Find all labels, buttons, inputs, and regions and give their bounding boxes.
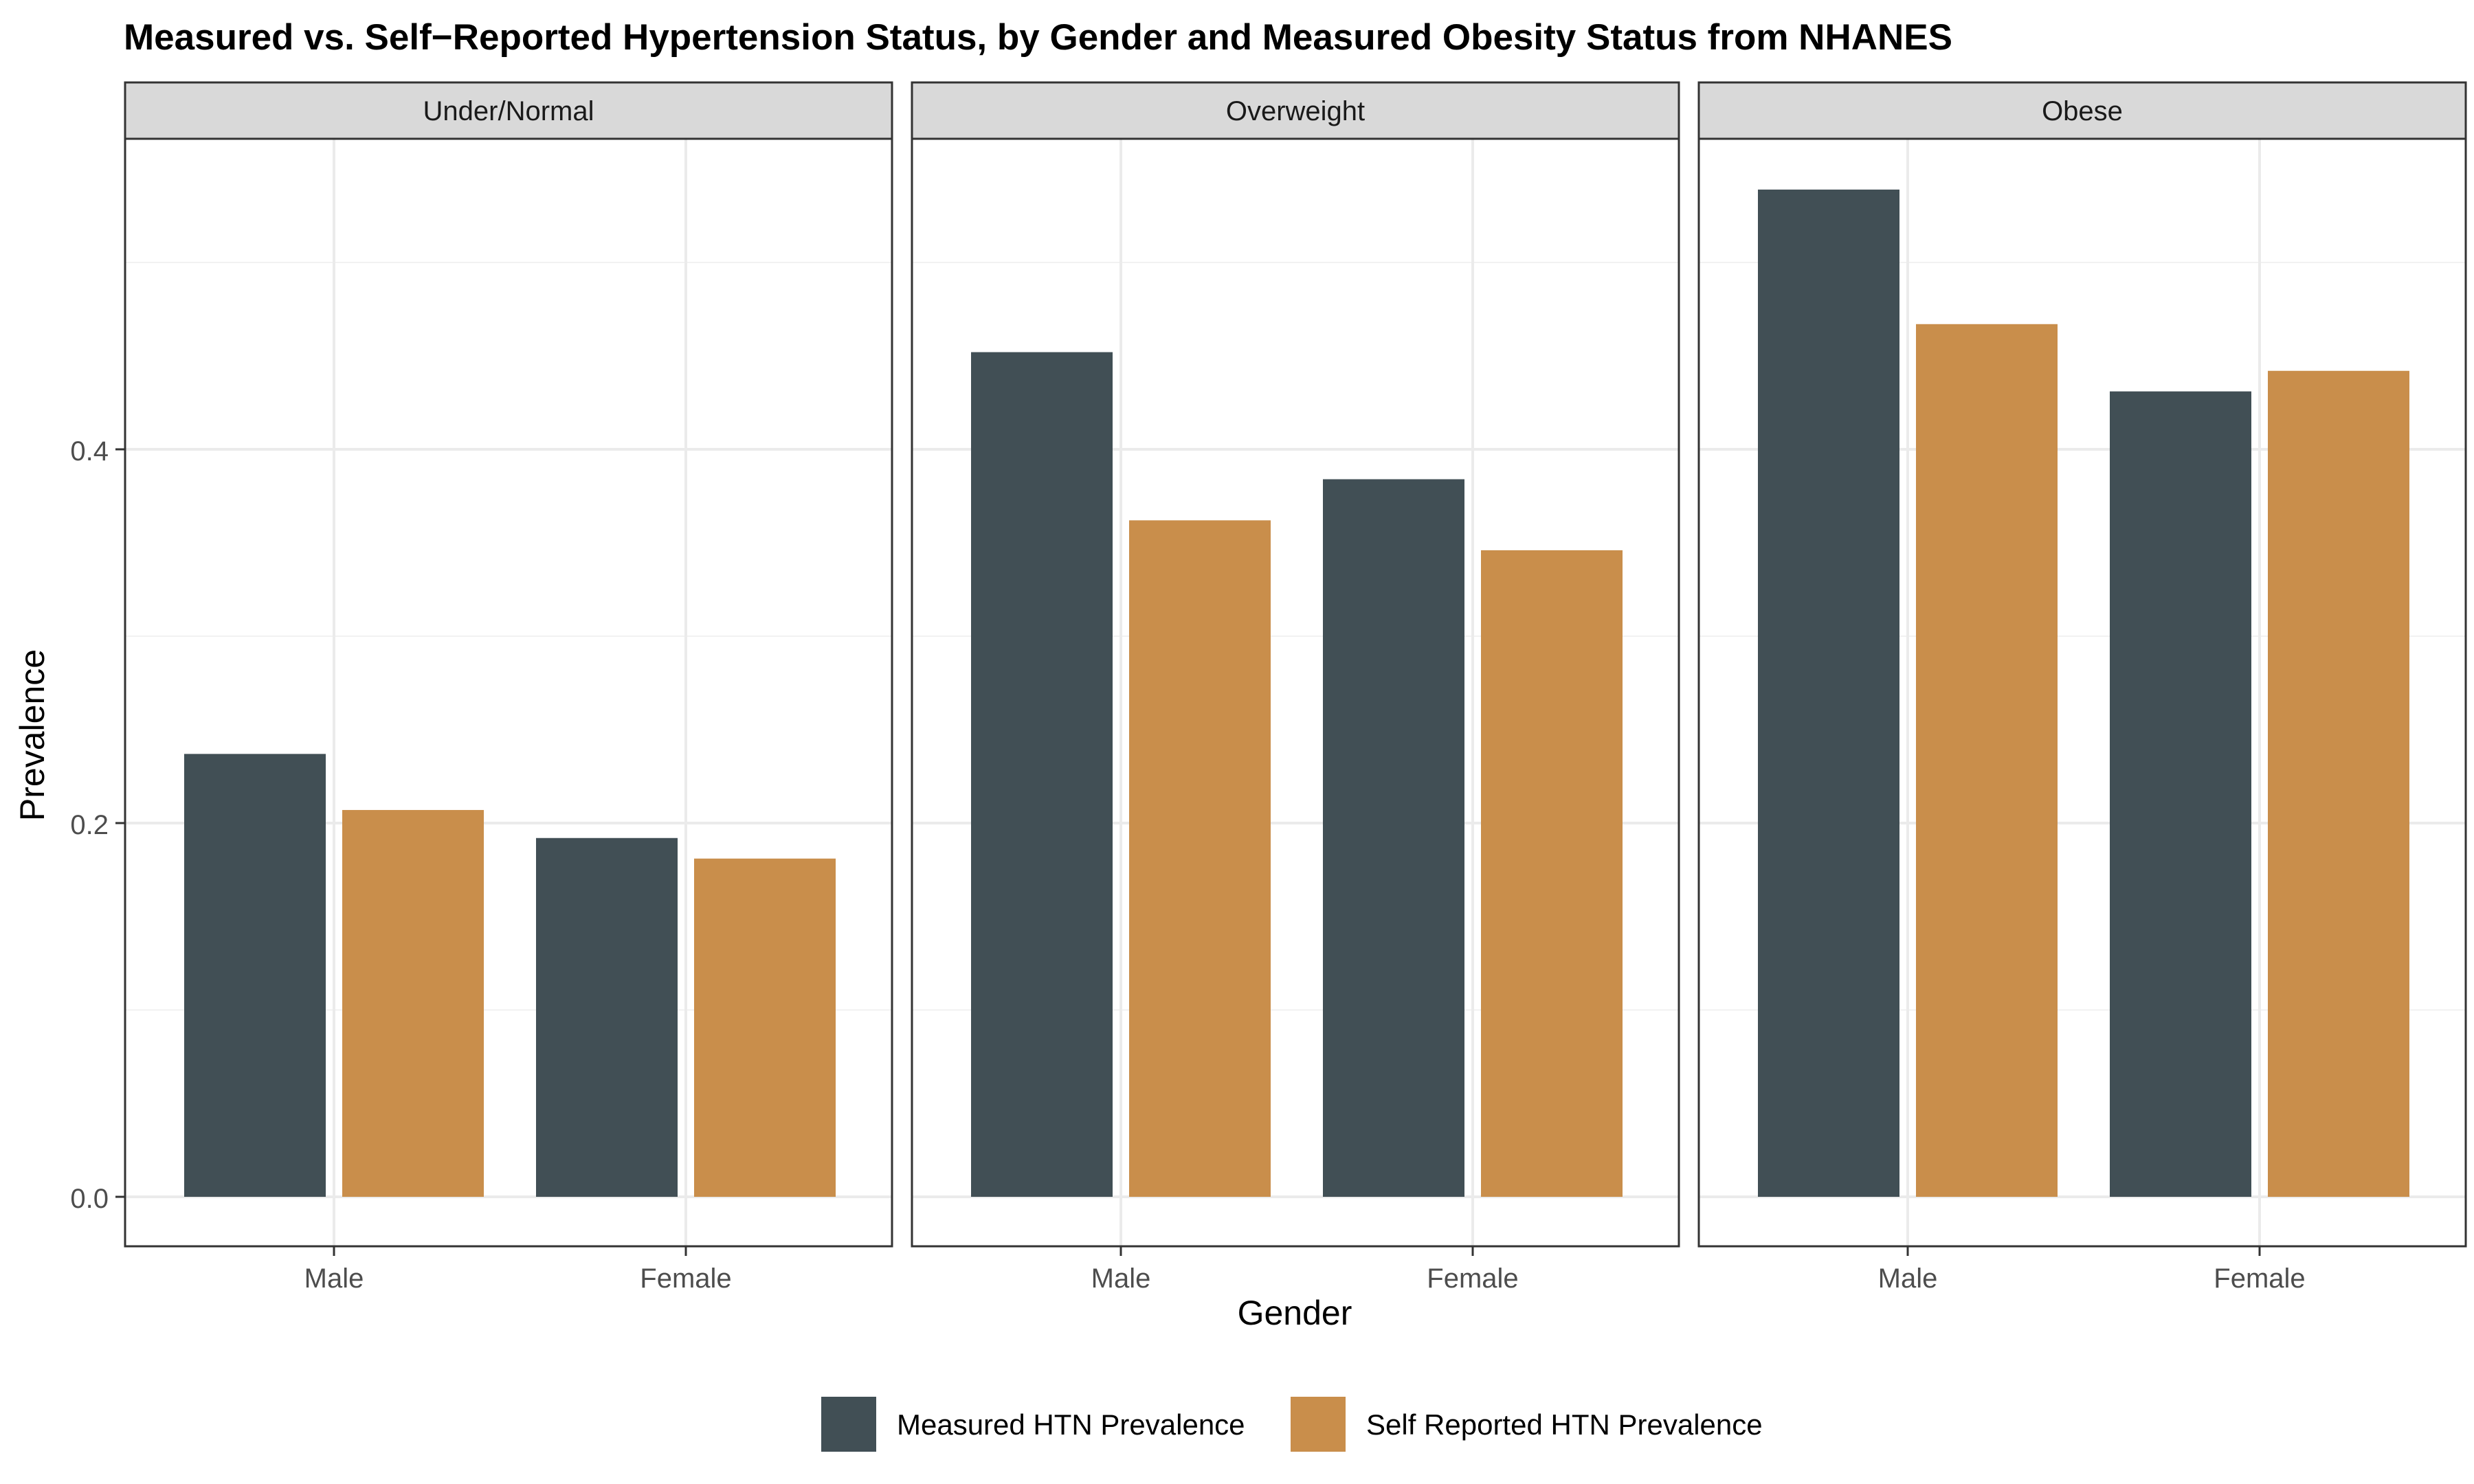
legend-label: Self Reported HTN Prevalence xyxy=(1366,1408,1763,1441)
facet-panel: Under/Normal Male Female xyxy=(124,81,893,1294)
x-axis-title: Gender xyxy=(1238,1294,1352,1332)
x-tick-label: Male xyxy=(1878,1263,1938,1294)
bar xyxy=(2110,391,2251,1198)
y-tick-label: 0.4 xyxy=(70,436,109,466)
facet-strip xyxy=(911,81,1680,140)
chart-title: Measured vs. Self−Reported Hypertension … xyxy=(124,17,1952,58)
y-tick-label: 0.0 xyxy=(70,1184,109,1214)
bar xyxy=(2268,370,2409,1197)
bar xyxy=(1758,189,1899,1197)
x-tick-label: Female xyxy=(1427,1263,1518,1294)
bar xyxy=(1481,550,1623,1197)
bar xyxy=(342,809,484,1197)
bar xyxy=(1129,520,1271,1197)
bar xyxy=(536,837,678,1197)
facet-strip-label: Obese xyxy=(2042,96,2123,126)
bar xyxy=(184,754,326,1197)
legend-swatch xyxy=(1291,1397,1346,1452)
facet-strip-label: Under/Normal xyxy=(423,96,594,126)
x-tick-label: Male xyxy=(1091,1263,1151,1294)
y-tick-label: 0.2 xyxy=(70,810,109,840)
legend-swatch xyxy=(821,1397,876,1452)
y-axis-title: Prevalence xyxy=(13,649,52,821)
x-tick-label: Female xyxy=(2214,1263,2305,1294)
legend-label: Measured HTN Prevalence xyxy=(897,1408,1245,1441)
facet-panel: Overweight Male Female xyxy=(911,81,1680,1294)
bar xyxy=(1323,479,1464,1197)
bar xyxy=(1916,324,2058,1197)
bar xyxy=(971,352,1113,1197)
legend: Measured HTN Prevalence Self Reported HTN… xyxy=(821,1397,1763,1452)
x-tick-label: Male xyxy=(304,1263,364,1294)
facet-strip xyxy=(1697,81,2467,140)
bar xyxy=(694,858,836,1197)
facet-panel: Obese Male Female xyxy=(1697,81,2467,1294)
facet-strip xyxy=(124,81,893,140)
facet-strip-label: Overweight xyxy=(1226,96,1365,126)
x-tick-label: Female xyxy=(640,1263,731,1294)
